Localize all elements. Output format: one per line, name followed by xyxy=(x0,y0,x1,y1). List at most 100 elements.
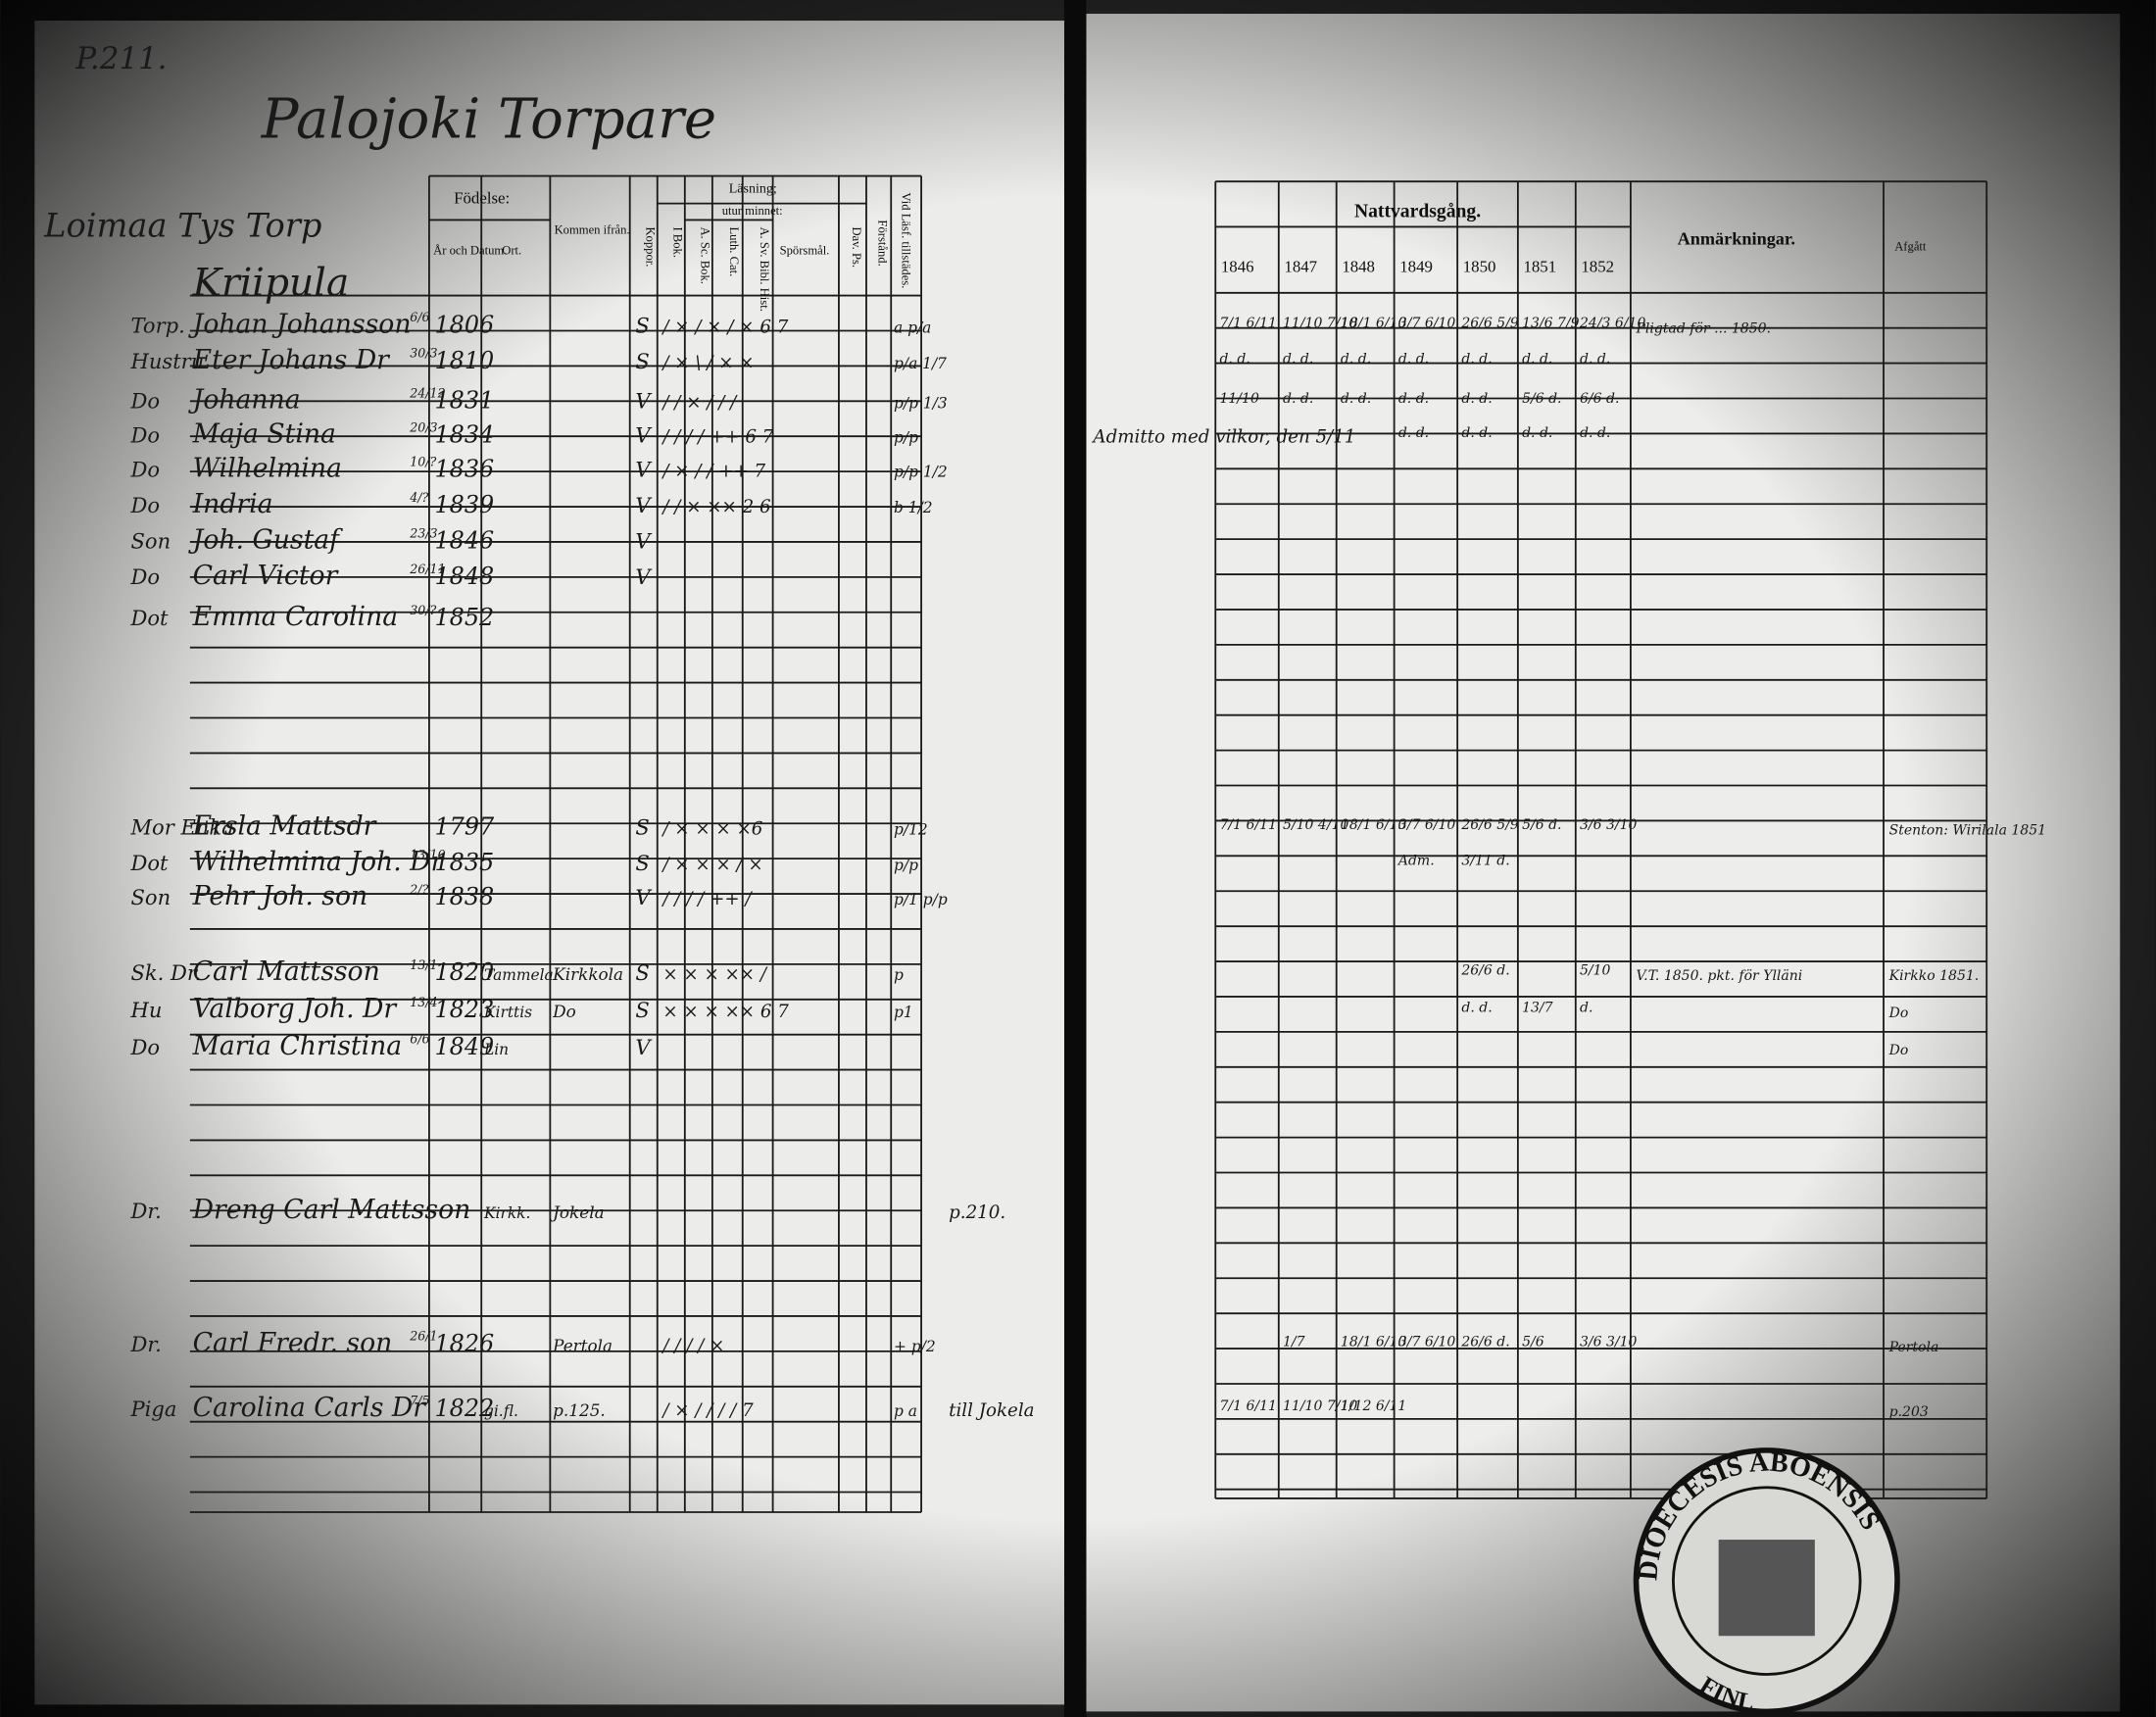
communion-entry: d. d. xyxy=(1461,391,1492,407)
communion-entry: 13/6 7/9 xyxy=(1522,316,1580,331)
entry-date: 26/1 xyxy=(409,1329,437,1344)
entry-ort: Tammela xyxy=(484,966,554,984)
entry-afgatt: Stenton: Wirilala 1851 xyxy=(1889,822,2046,838)
entry-reading: / / × / / / xyxy=(661,393,738,414)
entry-vid: p/12 xyxy=(894,820,928,838)
entry-reading: / × × × / × xyxy=(661,855,762,875)
communion-entry: 5/6 d. xyxy=(1522,391,1561,407)
entry-name: Valborg Joh. Dr xyxy=(193,994,399,1024)
entry-rel: Do xyxy=(130,389,161,414)
entry-date: 6/6 xyxy=(410,1032,429,1047)
entry-name: Pehr Joh. son xyxy=(192,881,368,911)
entry-date: 30/? xyxy=(410,603,436,617)
entry-reading: / × × × ×6 xyxy=(661,818,762,839)
entry-name: Maja Stina xyxy=(192,419,336,450)
entry-date: 7/5 xyxy=(410,1394,429,1408)
communion-entry: 7/1 6/11 xyxy=(1219,316,1277,331)
entry-reading: / / / / ++ 6 7 xyxy=(661,427,773,448)
header-nattvard: Nattvardsgång. xyxy=(1354,202,1481,222)
entry-koppor: V xyxy=(635,885,652,909)
entry-vid: p/p xyxy=(894,429,918,447)
entry-koppor: V xyxy=(635,564,652,589)
entry-koppor: S xyxy=(635,814,649,839)
header-luth: Luth. Cat. xyxy=(727,226,741,276)
entry-date: 30/3 xyxy=(410,346,437,361)
entry-ort: Lin xyxy=(483,1041,509,1058)
communion-entry: 26/6 5/9 xyxy=(1460,817,1519,833)
entry-kommen: Pertola xyxy=(552,1336,612,1355)
communion-entry: d. d. xyxy=(1398,425,1429,441)
entry-year: 1823 xyxy=(435,996,495,1023)
entry-rel: Do xyxy=(130,493,161,517)
year-header: 1849 xyxy=(1399,258,1433,276)
entry-vid: + p/2 xyxy=(894,1338,936,1355)
communion-entry: d. d. xyxy=(1461,425,1492,441)
communion-entry: 3/6 3/10 xyxy=(1580,1334,1638,1349)
entry-name: Carolina Carls Dr xyxy=(193,1393,428,1423)
entry-anm: Pligtad för ... 1850. xyxy=(1636,320,1772,336)
communion-entry: d. d. xyxy=(1461,1000,1492,1015)
communion-entry: d. d. xyxy=(1341,391,1371,407)
header-forst: Förstånd. xyxy=(876,220,890,266)
header-dav: Dav. Ps. xyxy=(850,226,863,268)
entry-year: 1849 xyxy=(435,1033,495,1060)
entry-date: 4/? xyxy=(409,490,428,505)
entry-year: 1831 xyxy=(435,387,495,415)
entry-koppor: V xyxy=(635,1035,652,1059)
header-fodelse: Födelse: xyxy=(454,189,510,208)
entry-name: Carl Mattsson xyxy=(193,957,380,987)
communion-entry: 11/10 xyxy=(1219,391,1258,407)
communion-entry: 11/10 7/10 xyxy=(1283,1398,1357,1414)
household: Loimaa Tys Torp xyxy=(43,206,321,244)
entry-date: 23/3 xyxy=(409,525,437,540)
entry-vid: p1 xyxy=(894,1004,913,1021)
entry-vid: p a xyxy=(894,1402,917,1420)
entry-reading: / × / / / / 7 xyxy=(661,1400,754,1421)
entry-year: 1797 xyxy=(435,812,495,840)
entry-name: Eter Johans Dr xyxy=(192,345,392,375)
entry-rel: Hu xyxy=(130,998,163,1022)
header-koppor: Koppor. xyxy=(644,226,658,267)
entry-kommen: Jokela xyxy=(550,1202,604,1222)
entry-rel: Mor Enka xyxy=(130,814,234,839)
communion-entry: 7/1 6/11 xyxy=(1219,817,1277,833)
entry-afgatt: Do xyxy=(1888,1006,1909,1021)
entry-year: 1836 xyxy=(435,456,495,483)
communion-entry: 26/6 d. xyxy=(1460,963,1509,979)
communion-entry: 18/1 6/10 xyxy=(1341,817,1406,833)
entry-vid: b 1/2 xyxy=(894,499,933,516)
stamp-church xyxy=(1718,1540,1815,1637)
entry-koppor: V xyxy=(635,458,652,482)
communion-entry: 5/6 d. xyxy=(1522,817,1561,833)
communion-entry: 5/10 xyxy=(1580,963,1611,979)
header-kommen: Kommen ifrån. xyxy=(555,222,630,236)
entry-year: 1822 xyxy=(435,1395,495,1422)
communion-entry: d. d. xyxy=(1580,425,1610,441)
entry-vid: p/p 1/3 xyxy=(894,395,948,413)
entry-reading: / / × ×× 2 6 xyxy=(661,497,770,517)
communion-entry: 3/6 3/10 xyxy=(1580,817,1638,833)
entry-koppor: S xyxy=(635,349,649,373)
entry-reading: / × / × / × 6 7 xyxy=(661,317,788,337)
entry-reading: × × × ×× 6 7 xyxy=(662,1002,789,1022)
header-ar: År och Datum. xyxy=(433,244,507,258)
entry-name: Maria Christina xyxy=(192,1031,403,1061)
communion-entry: 7/1 6/11 xyxy=(1219,1398,1277,1414)
entry-ort: Kirttis xyxy=(483,1004,532,1021)
communion-entry: d. d. xyxy=(1580,351,1610,367)
header-ort: Ort. xyxy=(502,244,521,258)
header-asv: A. Sv. Bibl. Hist. xyxy=(758,226,771,311)
entry-koppor: S xyxy=(635,998,649,1022)
header-anm: Anmärkningar. xyxy=(1678,229,1795,249)
communion-entry: 1/12 6/11 xyxy=(1341,1398,1406,1414)
communion-entry: d. d. xyxy=(1283,391,1313,407)
communion-entry: 5/6 xyxy=(1522,1334,1544,1349)
farm: Kriipula xyxy=(192,262,350,306)
entry-note: till Jokela xyxy=(949,1400,1034,1421)
communion-entry: 24/3 6/10 xyxy=(1579,316,1645,331)
entry-date: 13/10 xyxy=(410,848,445,862)
left-header: Födelse: År och Datum. Ort. Kommen ifrån… xyxy=(433,181,912,311)
communion-entry: d. d. xyxy=(1219,351,1250,367)
entry-vid: a p/a xyxy=(894,319,931,336)
